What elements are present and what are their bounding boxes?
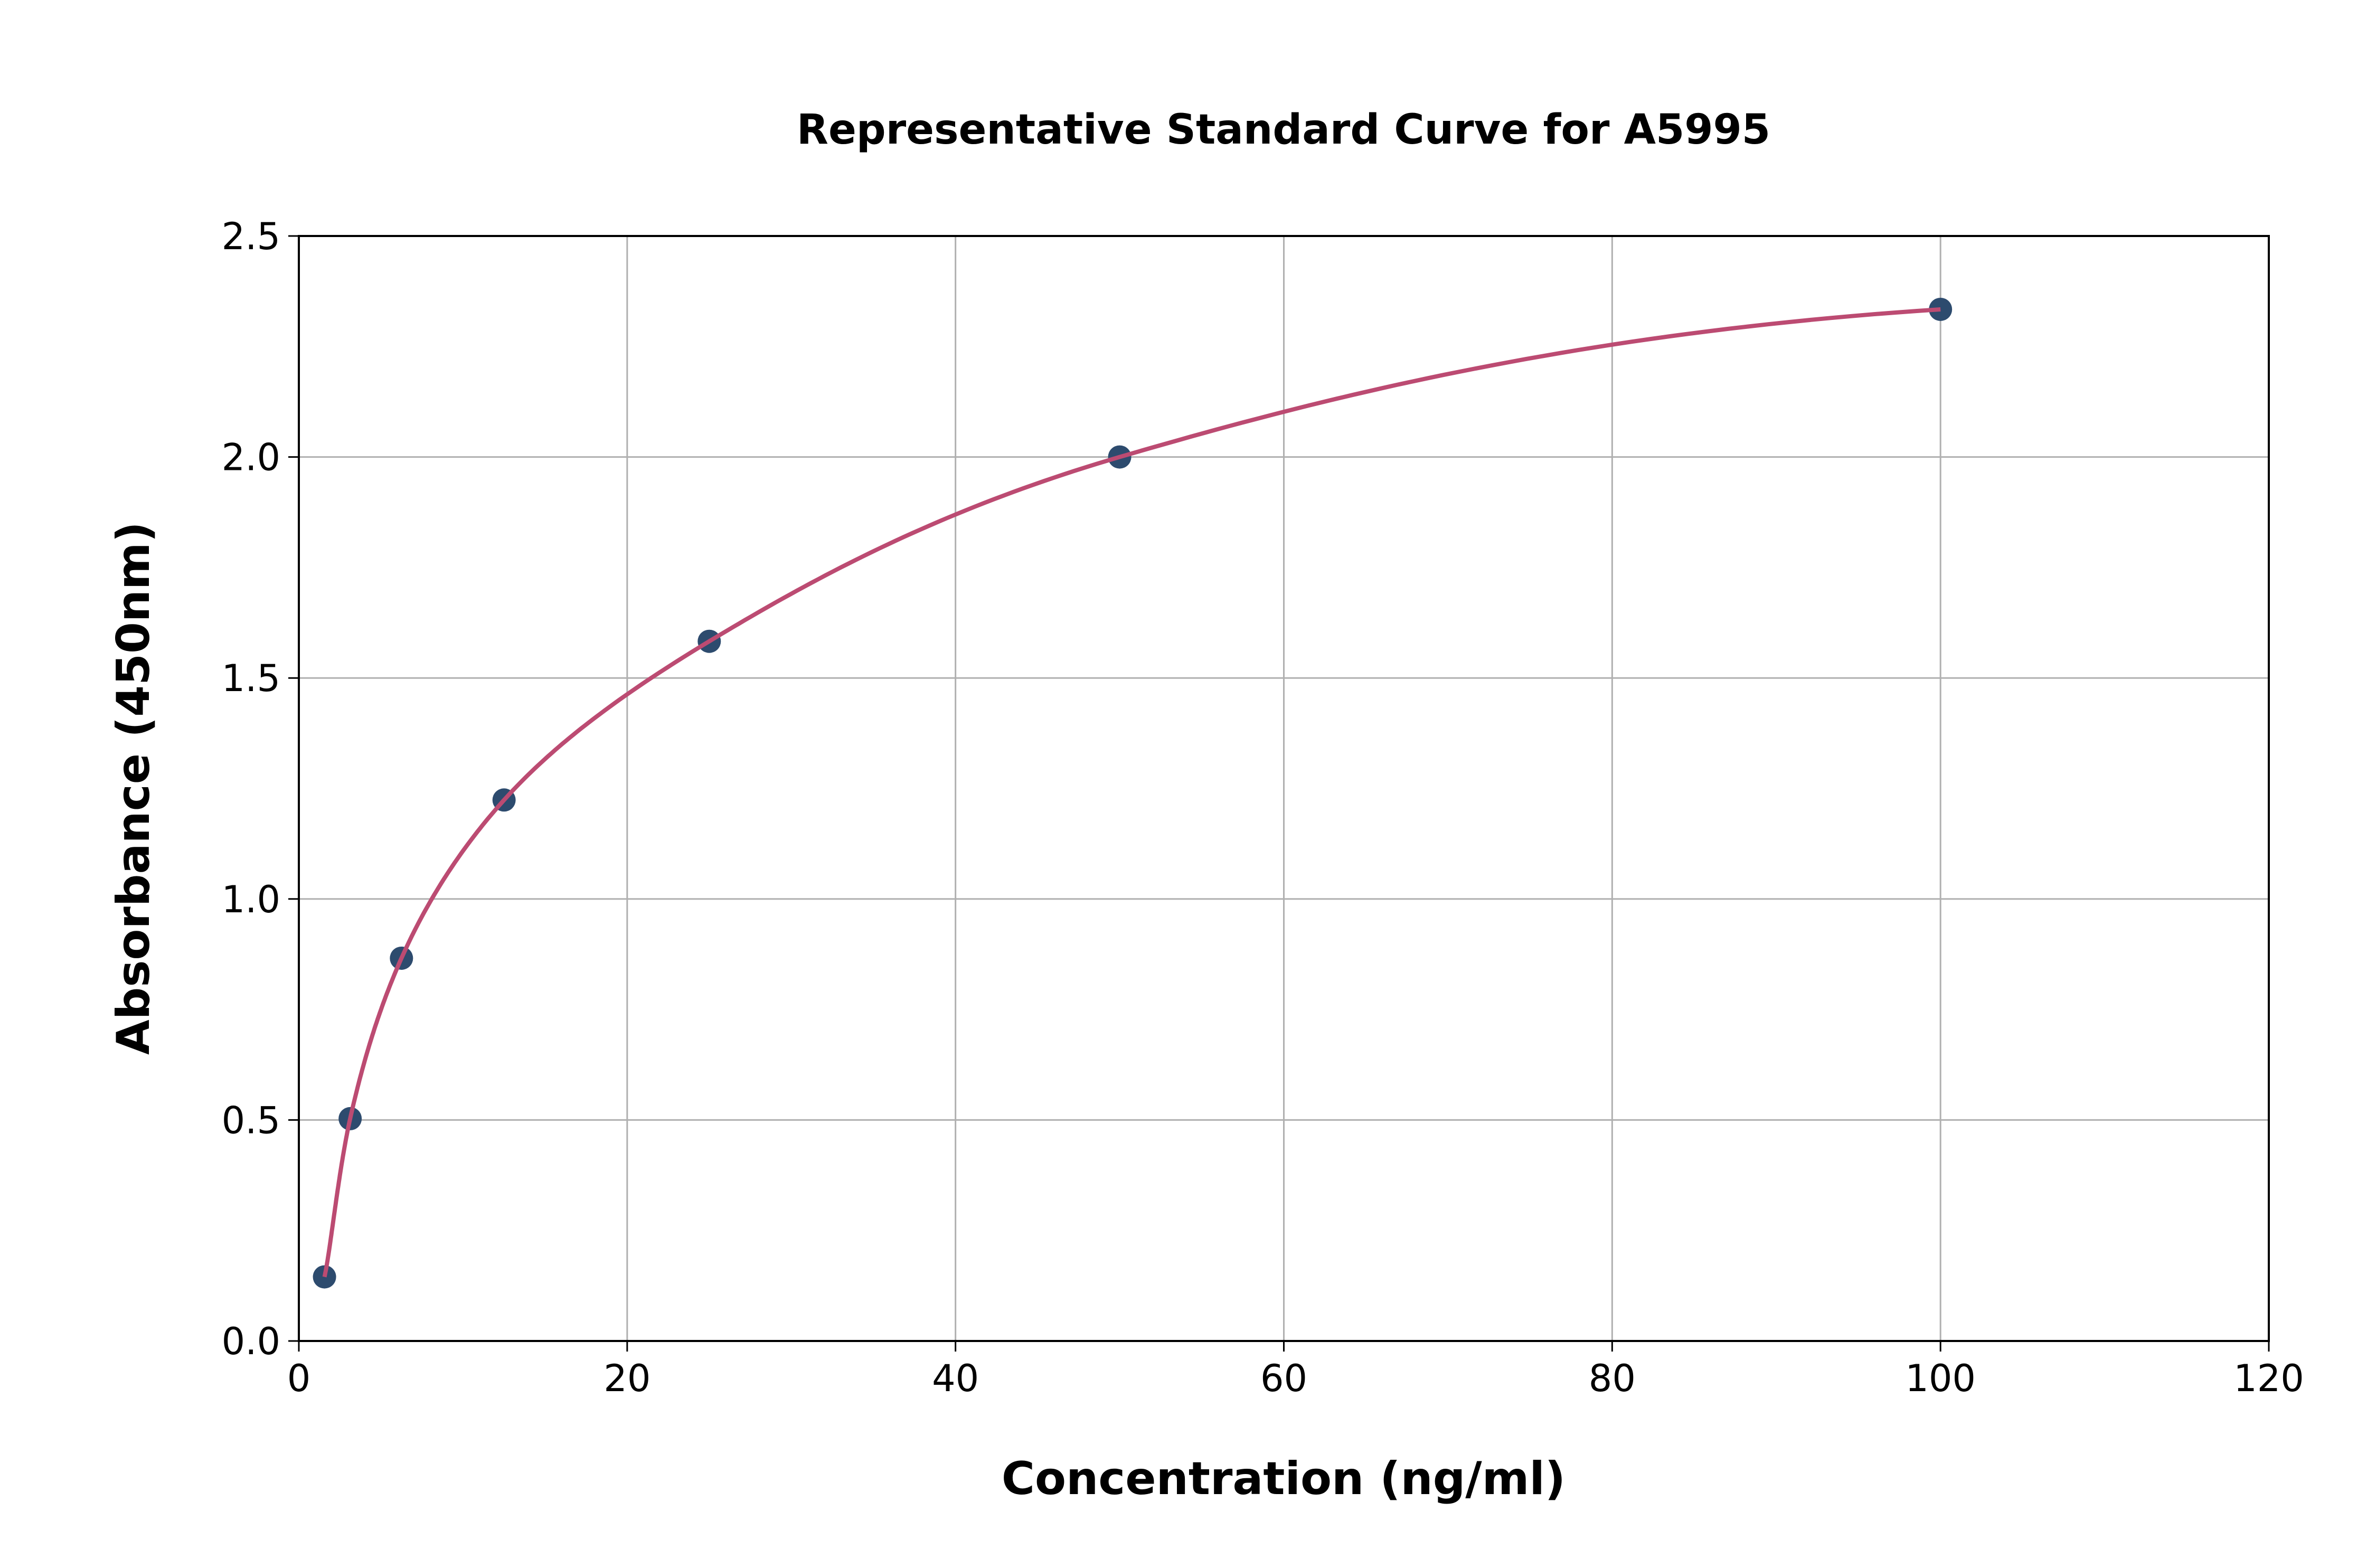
fit-curve-layer: [322, 307, 1941, 1278]
y-axis-label: Absorbance (450nm): [107, 522, 160, 1055]
data-points: [313, 297, 1953, 1289]
x-axis-ticks: 0 20 40 60 80 100 120: [287, 1341, 2304, 1400]
y-axis-ticks: 0.0 0.5 1.0 1.5 2.0 2.5: [222, 215, 299, 1363]
y-tick-label: 2.0: [222, 436, 280, 479]
x-tick-label: 60: [1260, 1357, 1307, 1400]
fit-curve: [322, 307, 1941, 1278]
y-tick-label: 1.0: [222, 878, 280, 921]
x-axis-label: Concentration (ng/ml): [1002, 1452, 1566, 1505]
x-tick-label: 100: [1905, 1357, 1976, 1400]
chart-title: Representative Standard Curve for A5995: [797, 106, 1770, 154]
x-tick-label: 0: [287, 1357, 311, 1400]
x-tick-label: 20: [604, 1357, 650, 1400]
y-tick-label: 0.5: [222, 1099, 280, 1142]
grid: [298, 235, 2270, 1342]
x-tick-label: 120: [2233, 1357, 2304, 1400]
x-tick-label: 80: [1589, 1357, 1636, 1400]
y-tick-label: 0.0: [222, 1320, 280, 1363]
y-tick-label: 2.5: [222, 215, 280, 258]
x-tick-label: 40: [932, 1357, 979, 1400]
y-tick-label: 1.5: [222, 657, 280, 700]
data-point: [313, 1265, 336, 1289]
